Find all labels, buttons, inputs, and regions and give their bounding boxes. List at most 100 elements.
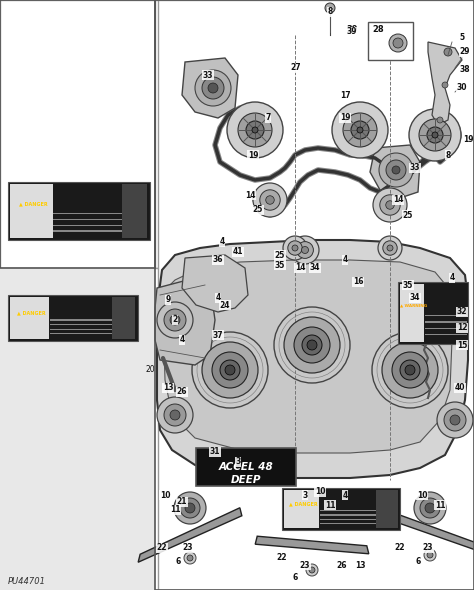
Bar xyxy=(50,319,134,320)
Text: 10: 10 xyxy=(417,490,427,500)
Text: ▲ DANGER: ▲ DANGER xyxy=(19,202,48,206)
Text: 39: 39 xyxy=(347,28,357,37)
Circle shape xyxy=(292,245,298,251)
Circle shape xyxy=(393,38,403,48)
Text: 35: 35 xyxy=(403,280,413,290)
Bar xyxy=(320,519,396,520)
Circle shape xyxy=(288,241,302,255)
Circle shape xyxy=(238,113,272,147)
Text: 39: 39 xyxy=(346,25,358,34)
Text: ▲ DANGER: ▲ DANGER xyxy=(289,502,318,506)
Text: 29: 29 xyxy=(460,48,470,57)
Polygon shape xyxy=(376,507,474,553)
Text: 25: 25 xyxy=(253,205,263,215)
Circle shape xyxy=(253,183,287,217)
Bar xyxy=(284,490,319,528)
Circle shape xyxy=(351,121,369,139)
Circle shape xyxy=(357,127,363,133)
Text: 36: 36 xyxy=(213,255,223,264)
Polygon shape xyxy=(428,42,462,125)
Polygon shape xyxy=(163,260,452,453)
Text: 8: 8 xyxy=(328,8,333,17)
Text: 12: 12 xyxy=(457,323,467,333)
Circle shape xyxy=(187,555,193,561)
Bar xyxy=(425,322,466,323)
Circle shape xyxy=(444,409,466,431)
Text: 8: 8 xyxy=(445,150,451,159)
Text: 41: 41 xyxy=(233,247,243,257)
Circle shape xyxy=(212,352,248,388)
Circle shape xyxy=(382,342,438,398)
Bar xyxy=(425,334,466,335)
Text: 14: 14 xyxy=(393,195,403,205)
Text: 15: 15 xyxy=(457,340,467,349)
Circle shape xyxy=(392,352,428,388)
Text: 22: 22 xyxy=(157,543,167,552)
Circle shape xyxy=(372,332,448,408)
Bar xyxy=(54,213,146,214)
Circle shape xyxy=(383,241,397,255)
Text: 17: 17 xyxy=(340,90,350,100)
Bar xyxy=(320,523,396,524)
Text: 33: 33 xyxy=(203,70,213,80)
Text: 4: 4 xyxy=(219,238,225,247)
Bar xyxy=(112,297,136,339)
Circle shape xyxy=(294,327,330,363)
Text: ACCEL 48: ACCEL 48 xyxy=(219,462,273,472)
Circle shape xyxy=(164,309,186,331)
Circle shape xyxy=(307,340,317,350)
Text: 11: 11 xyxy=(325,500,335,510)
Bar xyxy=(368,22,413,60)
Bar xyxy=(50,333,134,335)
Circle shape xyxy=(400,360,420,380)
Text: 4: 4 xyxy=(449,274,455,283)
Text: 14: 14 xyxy=(295,264,305,273)
Circle shape xyxy=(450,415,460,425)
Text: 10: 10 xyxy=(160,490,170,500)
Circle shape xyxy=(373,188,407,222)
Bar xyxy=(50,329,134,330)
Polygon shape xyxy=(157,240,468,478)
Bar xyxy=(400,284,425,342)
Bar xyxy=(196,448,296,486)
Text: 4: 4 xyxy=(342,255,347,264)
Text: 2: 2 xyxy=(173,316,178,325)
Circle shape xyxy=(386,160,406,180)
Text: 3: 3 xyxy=(302,490,308,500)
Text: 30: 30 xyxy=(457,84,467,93)
Text: 34: 34 xyxy=(310,264,320,273)
Text: 19: 19 xyxy=(340,113,350,123)
Text: 6: 6 xyxy=(415,558,420,566)
Circle shape xyxy=(246,121,264,139)
Circle shape xyxy=(409,109,461,161)
Circle shape xyxy=(444,48,452,56)
Bar xyxy=(0,0,155,268)
Polygon shape xyxy=(182,255,248,312)
Text: ▲ DANGER: ▲ DANGER xyxy=(17,310,46,315)
Circle shape xyxy=(307,505,317,515)
Circle shape xyxy=(164,404,186,426)
Text: 25: 25 xyxy=(403,211,413,219)
Circle shape xyxy=(332,102,388,158)
Text: 38: 38 xyxy=(460,65,470,74)
Bar xyxy=(0,268,158,590)
Text: 16: 16 xyxy=(353,277,363,287)
Circle shape xyxy=(343,113,377,147)
Text: 11: 11 xyxy=(435,500,445,510)
Polygon shape xyxy=(255,536,369,554)
Circle shape xyxy=(192,332,268,408)
Circle shape xyxy=(208,83,218,93)
Text: 9: 9 xyxy=(165,296,171,304)
Text: 35: 35 xyxy=(275,261,285,270)
Bar xyxy=(425,315,466,316)
Polygon shape xyxy=(0,268,155,590)
Circle shape xyxy=(185,503,195,513)
Circle shape xyxy=(170,410,180,420)
Circle shape xyxy=(202,77,224,99)
Circle shape xyxy=(184,552,196,564)
Bar xyxy=(0,0,155,268)
Text: 4: 4 xyxy=(215,293,220,303)
Text: 14: 14 xyxy=(245,191,255,199)
Circle shape xyxy=(392,166,400,174)
Circle shape xyxy=(283,236,307,260)
